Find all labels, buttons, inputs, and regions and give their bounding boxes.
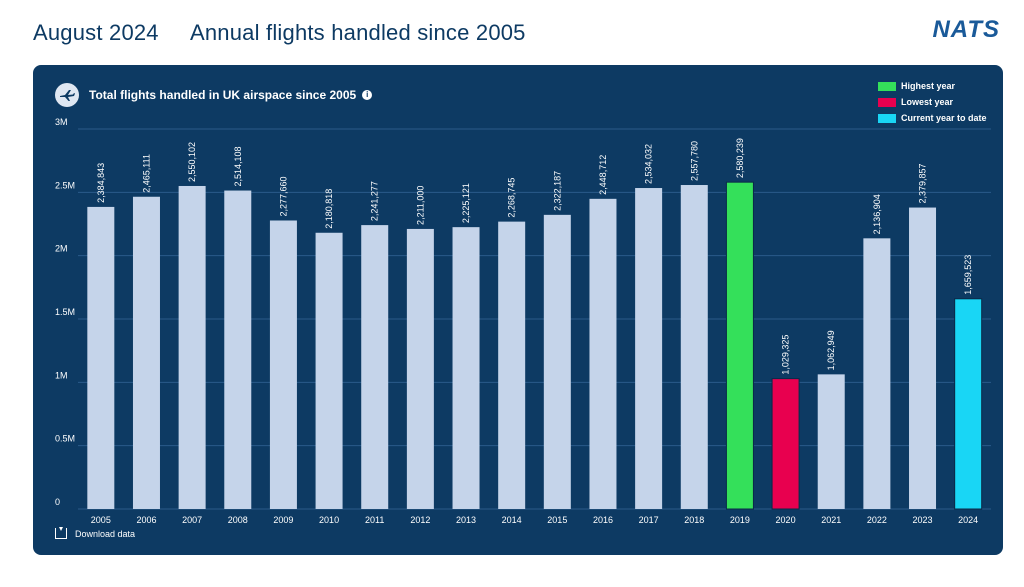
legend-swatch [878, 81, 896, 91]
bar-value-label: 2,550,102 [187, 142, 197, 182]
y-tick-label: 0 [55, 497, 60, 507]
panel-title-row: Total flights handled in UK airspace sin… [55, 83, 373, 107]
download-label: Download data [75, 528, 136, 539]
bar-value-label: 2,465,111 [141, 154, 151, 193]
bar [406, 228, 434, 509]
bar [452, 227, 480, 509]
bar-value-label: 2,384,843 [96, 163, 106, 203]
bar [543, 214, 571, 509]
bar [87, 206, 115, 509]
bar [224, 190, 252, 509]
legend-swatch [878, 113, 896, 123]
bar [498, 221, 526, 509]
bar-value-label: 2,277,660 [278, 176, 288, 216]
download-icon [55, 527, 67, 539]
chart-title: Total flights handled in UK airspace sin… [89, 88, 357, 102]
header-title: Annual flights handled since 2005 [190, 20, 526, 45]
x-tick-label: 2023 [913, 515, 933, 525]
x-tick-label: 2006 [136, 515, 156, 525]
legend-label: Lowest year [901, 97, 954, 107]
x-tick-label: 2024 [958, 515, 978, 525]
bar [269, 220, 297, 509]
bar [635, 188, 663, 509]
bar-value-label: 2,180,818 [324, 189, 334, 229]
bar-value-label: 1,062,949 [826, 330, 836, 370]
plane-icon [55, 83, 79, 107]
x-tick-label: 2020 [776, 515, 796, 525]
bar-value-label: 1,659,523 [963, 255, 973, 295]
bar-value-label: 2,379,857 [918, 164, 928, 204]
legend-item: Lowest year [878, 94, 987, 110]
bar [817, 374, 845, 509]
y-tick-label: 2.5M [55, 180, 75, 190]
nats-logo: NATS [932, 16, 1000, 43]
bar [909, 207, 937, 509]
y-tick-label: 3M [55, 117, 68, 127]
bar [178, 185, 206, 509]
y-tick-label: 1.5M [55, 307, 75, 317]
bar [771, 378, 800, 510]
bar-chart: 0 0.5M 1M 1.5M 2M 2.5M 3M 2,384,843 2005 2,465,11… [55, 117, 991, 525]
bar [725, 181, 754, 510]
bar [315, 232, 343, 509]
legend-label: Highest year [901, 81, 956, 91]
y-tick-label: 2M [55, 244, 68, 254]
x-tick-label: 2015 [547, 515, 567, 525]
download-data-button[interactable]: Download data [55, 527, 136, 539]
legend-label: Current year to date [901, 113, 987, 123]
bar [589, 198, 617, 509]
y-tick-label: 1M [55, 370, 68, 380]
bar-value-label: 2,580,239 [735, 138, 745, 178]
x-tick-label: 2013 [456, 515, 476, 525]
x-tick-label: 2021 [821, 515, 841, 525]
bar [954, 298, 983, 510]
chart-legend: Highest year Lowest year Current year to d… [878, 78, 987, 126]
bar-value-label: 2,322,187 [552, 171, 562, 211]
bar-value-label: 2,211,000 [415, 186, 425, 225]
bar-value-label: 2,268,745 [507, 178, 517, 218]
header-date: August 2024 [33, 20, 159, 45]
x-tick-label: 2017 [639, 515, 659, 525]
x-tick-label: 2011 [365, 515, 384, 525]
bar [361, 225, 389, 509]
bar-value-label: 2,534,032 [644, 144, 654, 184]
bar-value-label: 2,448,712 [598, 155, 608, 195]
info-icon[interactable]: i [362, 90, 373, 100]
bar-value-label: 1,029,325 [781, 335, 791, 375]
x-tick-label: 2022 [867, 515, 887, 525]
x-tick-label: 2005 [91, 515, 111, 525]
legend-item: Highest year [878, 78, 987, 94]
y-tick-label: 0.5M [55, 434, 75, 444]
legend-item: Current year to date [878, 110, 987, 126]
x-tick-label: 2019 [730, 515, 750, 525]
legend-swatch [878, 97, 896, 107]
x-tick-label: 2010 [319, 515, 339, 525]
bar [680, 185, 708, 509]
x-tick-label: 2008 [228, 515, 248, 525]
bar-value-label: 2,225,121 [461, 183, 471, 223]
bar [132, 196, 160, 509]
x-tick-label: 2014 [502, 515, 522, 525]
bar-value-label: 2,514,108 [233, 146, 243, 186]
x-tick-label: 2016 [593, 515, 613, 525]
bar-value-label: 2,136,904 [872, 194, 882, 234]
x-tick-label: 2012 [410, 515, 430, 525]
bar-value-label: 2,557,780 [689, 141, 699, 181]
x-tick-label: 2007 [182, 515, 202, 525]
chart-panel: Total flights handled in UK airspace sin… [33, 65, 1003, 555]
x-tick-label: 2009 [273, 515, 293, 525]
bar [863, 238, 891, 509]
bar-value-label: 2,241,277 [370, 181, 380, 221]
x-tick-label: 2018 [684, 515, 704, 525]
